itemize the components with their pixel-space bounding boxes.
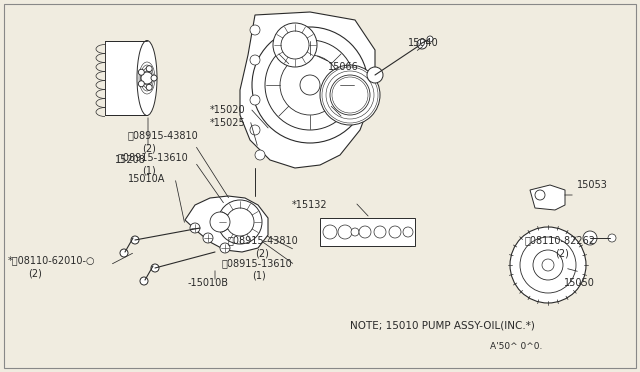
- Circle shape: [338, 225, 352, 239]
- Circle shape: [280, 55, 340, 115]
- Polygon shape: [105, 41, 147, 115]
- Circle shape: [323, 225, 337, 239]
- Circle shape: [141, 72, 153, 84]
- Text: 15050: 15050: [564, 278, 595, 288]
- Circle shape: [250, 55, 260, 65]
- Circle shape: [151, 264, 159, 272]
- Text: (2): (2): [555, 248, 569, 258]
- Text: 15066: 15066: [328, 62, 359, 72]
- Circle shape: [203, 233, 213, 243]
- Circle shape: [417, 39, 427, 49]
- Circle shape: [210, 212, 230, 232]
- Text: (2): (2): [28, 268, 42, 278]
- Text: Ⓐ08110-82262: Ⓐ08110-82262: [525, 235, 596, 245]
- Circle shape: [138, 69, 145, 75]
- Circle shape: [273, 23, 317, 67]
- Circle shape: [374, 226, 386, 238]
- Circle shape: [608, 234, 616, 242]
- Circle shape: [367, 67, 383, 83]
- Text: (2): (2): [255, 248, 269, 258]
- Polygon shape: [185, 196, 268, 252]
- Circle shape: [250, 125, 260, 135]
- Circle shape: [220, 243, 230, 253]
- Circle shape: [510, 227, 586, 303]
- Circle shape: [140, 277, 148, 285]
- Circle shape: [535, 190, 545, 200]
- Text: *15020: *15020: [209, 105, 245, 115]
- Circle shape: [300, 75, 320, 95]
- Circle shape: [403, 227, 413, 237]
- Circle shape: [120, 249, 128, 257]
- Circle shape: [351, 228, 359, 236]
- Circle shape: [583, 231, 597, 245]
- Circle shape: [389, 226, 401, 238]
- Text: Ⓟ08915-43810: Ⓟ08915-43810: [228, 235, 299, 245]
- Text: *Ⓐ08110-62010-○: *Ⓐ08110-62010-○: [8, 255, 95, 265]
- Circle shape: [131, 236, 139, 244]
- Circle shape: [359, 226, 371, 238]
- Circle shape: [250, 95, 260, 105]
- Text: 15053: 15053: [577, 180, 608, 190]
- Circle shape: [151, 75, 157, 81]
- Circle shape: [218, 200, 262, 244]
- Bar: [320, 218, 415, 246]
- Text: -15010B: -15010B: [188, 278, 229, 288]
- Text: 15010A: 15010A: [128, 174, 165, 184]
- Circle shape: [190, 223, 200, 233]
- Polygon shape: [530, 185, 565, 210]
- Text: *15132: *15132: [292, 200, 328, 210]
- Circle shape: [138, 81, 145, 87]
- Circle shape: [252, 27, 368, 143]
- Text: (1): (1): [252, 270, 266, 280]
- Text: A'50^ 0^0.: A'50^ 0^0.: [490, 342, 542, 351]
- Circle shape: [146, 84, 152, 90]
- Text: 15040: 15040: [408, 38, 439, 48]
- Circle shape: [146, 66, 152, 72]
- Text: *15025: *15025: [209, 118, 245, 128]
- Text: (2): (2): [142, 143, 156, 153]
- Circle shape: [533, 250, 563, 280]
- Text: 15208: 15208: [115, 155, 145, 165]
- Ellipse shape: [137, 41, 157, 115]
- Polygon shape: [240, 12, 375, 168]
- Text: Ⓞ08915-13610: Ⓞ08915-13610: [222, 258, 292, 268]
- Text: NOTE; 15010 PUMP ASSY-OIL(INC.*): NOTE; 15010 PUMP ASSY-OIL(INC.*): [350, 320, 535, 330]
- Circle shape: [320, 65, 380, 125]
- Text: Ⓟ08915-43810: Ⓟ08915-43810: [128, 130, 199, 140]
- Circle shape: [427, 36, 433, 42]
- Text: (1): (1): [142, 165, 156, 175]
- Circle shape: [542, 259, 554, 271]
- Text: Ⓞ08915-13610: Ⓞ08915-13610: [118, 152, 189, 162]
- Circle shape: [250, 25, 260, 35]
- Circle shape: [255, 150, 265, 160]
